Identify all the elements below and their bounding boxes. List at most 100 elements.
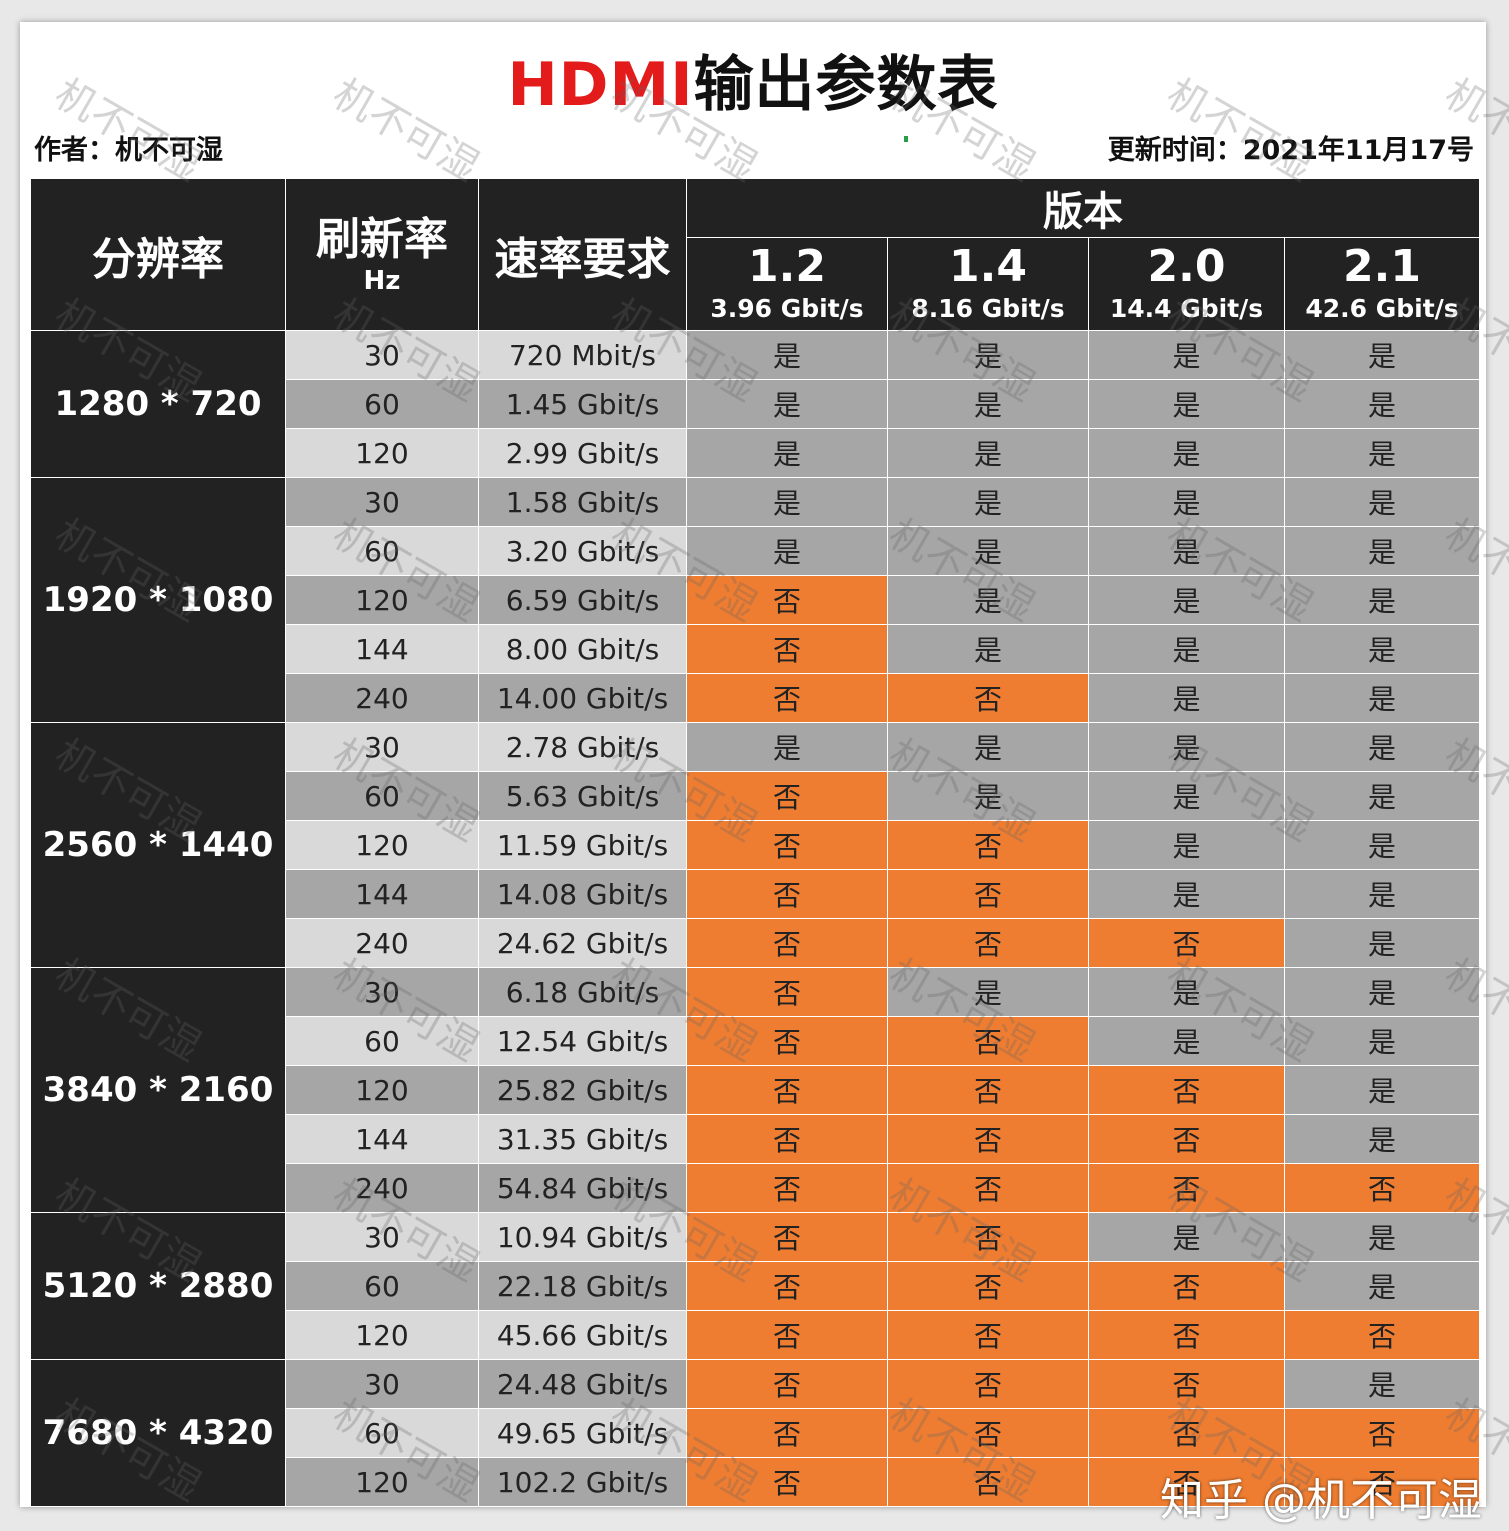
support-yes-cell: 是 bbox=[887, 575, 1089, 625]
version-number: 1.4 bbox=[949, 241, 1027, 292]
support-yes-cell: 是 bbox=[1284, 1261, 1480, 1311]
support-yes-cell: 是 bbox=[1088, 526, 1285, 576]
resolution-cell: 7680 * 4320 bbox=[30, 1359, 286, 1507]
refresh-cell: 120 bbox=[285, 820, 479, 870]
support-no-cell: 否 bbox=[887, 1065, 1089, 1115]
header-refresh-label: 刷新率 bbox=[316, 213, 448, 265]
support-no-cell: 否 bbox=[686, 1261, 888, 1311]
refresh-cell: 240 bbox=[285, 673, 479, 723]
support-yes-cell: 是 bbox=[887, 428, 1089, 478]
support-no-cell: 否 bbox=[686, 1212, 888, 1262]
refresh-cell: 144 bbox=[285, 624, 479, 674]
refresh-cell: 60 bbox=[285, 526, 479, 576]
header-version: 版本 bbox=[686, 178, 1480, 238]
author-line: 作者：机不可湿 bbox=[34, 128, 223, 167]
refresh-cell: 60 bbox=[285, 1408, 479, 1458]
support-yes-cell: 是 bbox=[1088, 477, 1285, 527]
support-no-cell: 否 bbox=[686, 1310, 888, 1360]
support-no-cell: 否 bbox=[686, 1016, 888, 1066]
support-no-cell: 否 bbox=[887, 1212, 1089, 1262]
support-yes-cell: 是 bbox=[1284, 575, 1480, 625]
table-row: 60 5.63 Gbit/s 否是是是 bbox=[31, 771, 1480, 821]
table-row: 60 22.18 Gbit/s 否否否是 bbox=[31, 1261, 1480, 1311]
support-yes-cell: 是 bbox=[1088, 379, 1285, 429]
bandwidth-cell: 3.20 Gbit/s bbox=[478, 526, 687, 576]
title-rest: 输出参数表 bbox=[693, 50, 999, 120]
table-row: 144 8.00 Gbit/s 否是是是 bbox=[31, 624, 1480, 674]
header-refresh: 刷新率 Hz bbox=[285, 178, 479, 331]
table-row: 144 14.08 Gbit/s 否否是是 bbox=[31, 869, 1480, 919]
support-no-cell: 否 bbox=[887, 1261, 1089, 1311]
support-yes-cell: 是 bbox=[1284, 477, 1480, 527]
support-no-cell: 否 bbox=[1088, 918, 1285, 968]
bandwidth-cell: 102.2 Gbit/s bbox=[478, 1457, 687, 1507]
support-no-cell: 否 bbox=[686, 967, 888, 1017]
update-time-line: 更新时间：2021年11月17号 bbox=[1108, 128, 1474, 167]
support-no-cell: 否 bbox=[887, 1457, 1089, 1507]
support-no-cell: 否 bbox=[1284, 1310, 1480, 1360]
table-row: 120 2.99 Gbit/s 是是是是 bbox=[31, 428, 1480, 478]
table-row: 1920 * 1080 30 1.58 Gbit/s 是是是是 bbox=[30, 477, 1480, 723]
support-no-cell: 否 bbox=[686, 575, 888, 625]
header-refresh-unit: Hz bbox=[363, 265, 401, 296]
support-yes-cell: 是 bbox=[887, 771, 1089, 821]
support-no-cell: 否 bbox=[1088, 1359, 1285, 1409]
table-row: 60 49.65 Gbit/s 否否否否 bbox=[31, 1408, 1480, 1458]
support-yes-cell: 是 bbox=[1088, 967, 1285, 1017]
support-yes-cell: 是 bbox=[887, 722, 1089, 772]
refresh-cell: 120 bbox=[285, 1457, 479, 1507]
support-no-cell: 否 bbox=[1284, 1163, 1480, 1213]
support-no-cell: 否 bbox=[887, 1163, 1089, 1213]
support-yes-cell: 是 bbox=[887, 477, 1089, 527]
bandwidth-cell: 5.63 Gbit/s bbox=[478, 771, 687, 821]
table-row: 7680 * 4320 30 24.48 Gbit/s 否否否是 bbox=[30, 1359, 1480, 1507]
version-bandwidth: 3.96 Gbit/s bbox=[710, 294, 864, 323]
version-bandwidth: 8.16 Gbit/s bbox=[911, 294, 1065, 323]
bandwidth-cell: 25.82 Gbit/s bbox=[478, 1065, 687, 1115]
support-yes-cell: 是 bbox=[1284, 624, 1480, 674]
refresh-cell: 30 bbox=[285, 1212, 479, 1262]
support-no-cell: 否 bbox=[1088, 1310, 1285, 1360]
support-no-cell: 否 bbox=[887, 1359, 1089, 1409]
support-no-cell: 否 bbox=[1088, 1261, 1285, 1311]
support-yes-cell: 是 bbox=[1088, 330, 1285, 380]
bandwidth-cell: 24.48 Gbit/s bbox=[478, 1359, 687, 1409]
refresh-cell: 60 bbox=[285, 379, 479, 429]
support-yes-cell: 是 bbox=[1284, 1016, 1480, 1066]
support-yes-cell: 是 bbox=[1284, 330, 1480, 380]
support-yes-cell: 是 bbox=[1284, 771, 1480, 821]
support-yes-cell: 是 bbox=[1088, 428, 1285, 478]
header-version-1-4: 1.4 8.16 Gbit/s bbox=[887, 237, 1089, 331]
bandwidth-cell: 6.59 Gbit/s bbox=[478, 575, 687, 625]
refresh-cell: 30 bbox=[285, 477, 479, 527]
support-yes-cell: 是 bbox=[1284, 379, 1480, 429]
support-yes-cell: 是 bbox=[1088, 624, 1285, 674]
bandwidth-cell: 1.58 Gbit/s bbox=[478, 477, 687, 527]
green-mark bbox=[904, 136, 908, 142]
support-yes-cell: 是 bbox=[686, 722, 888, 772]
support-yes-cell: 是 bbox=[1284, 967, 1480, 1017]
support-no-cell: 否 bbox=[686, 1457, 888, 1507]
support-yes-cell: 是 bbox=[1088, 869, 1285, 919]
bandwidth-cell: 720 Mbit/s bbox=[478, 330, 687, 380]
zhihu-credit: 知乎 @机不可湿 bbox=[1160, 1475, 1482, 1526]
support-no-cell: 否 bbox=[686, 624, 888, 674]
support-no-cell: 否 bbox=[686, 673, 888, 723]
refresh-cell: 240 bbox=[285, 918, 479, 968]
support-yes-cell: 是 bbox=[887, 624, 1089, 674]
table-row: 120 102.2 Gbit/s 否否否否 bbox=[31, 1457, 1480, 1507]
support-no-cell: 否 bbox=[686, 918, 888, 968]
support-yes-cell: 是 bbox=[686, 330, 888, 380]
support-yes-cell: 是 bbox=[1284, 869, 1480, 919]
table-row: 120 6.59 Gbit/s 否是是是 bbox=[31, 575, 1480, 625]
refresh-cell: 30 bbox=[285, 722, 479, 772]
version-bandwidth: 42.6 Gbit/s bbox=[1305, 294, 1459, 323]
support-yes-cell: 是 bbox=[887, 379, 1089, 429]
refresh-cell: 120 bbox=[285, 575, 479, 625]
support-yes-cell: 是 bbox=[887, 526, 1089, 576]
support-no-cell: 否 bbox=[887, 869, 1089, 919]
version-bandwidth: 14.4 Gbit/s bbox=[1109, 294, 1264, 323]
document-page: HDMI输出参数表 作者：机不可湿 更新时间：2021年11月17号 分辨率 bbox=[20, 22, 1509, 1526]
bandwidth-cell: 10.94 Gbit/s bbox=[478, 1212, 687, 1262]
bandwidth-cell: 2.99 Gbit/s bbox=[478, 428, 687, 478]
